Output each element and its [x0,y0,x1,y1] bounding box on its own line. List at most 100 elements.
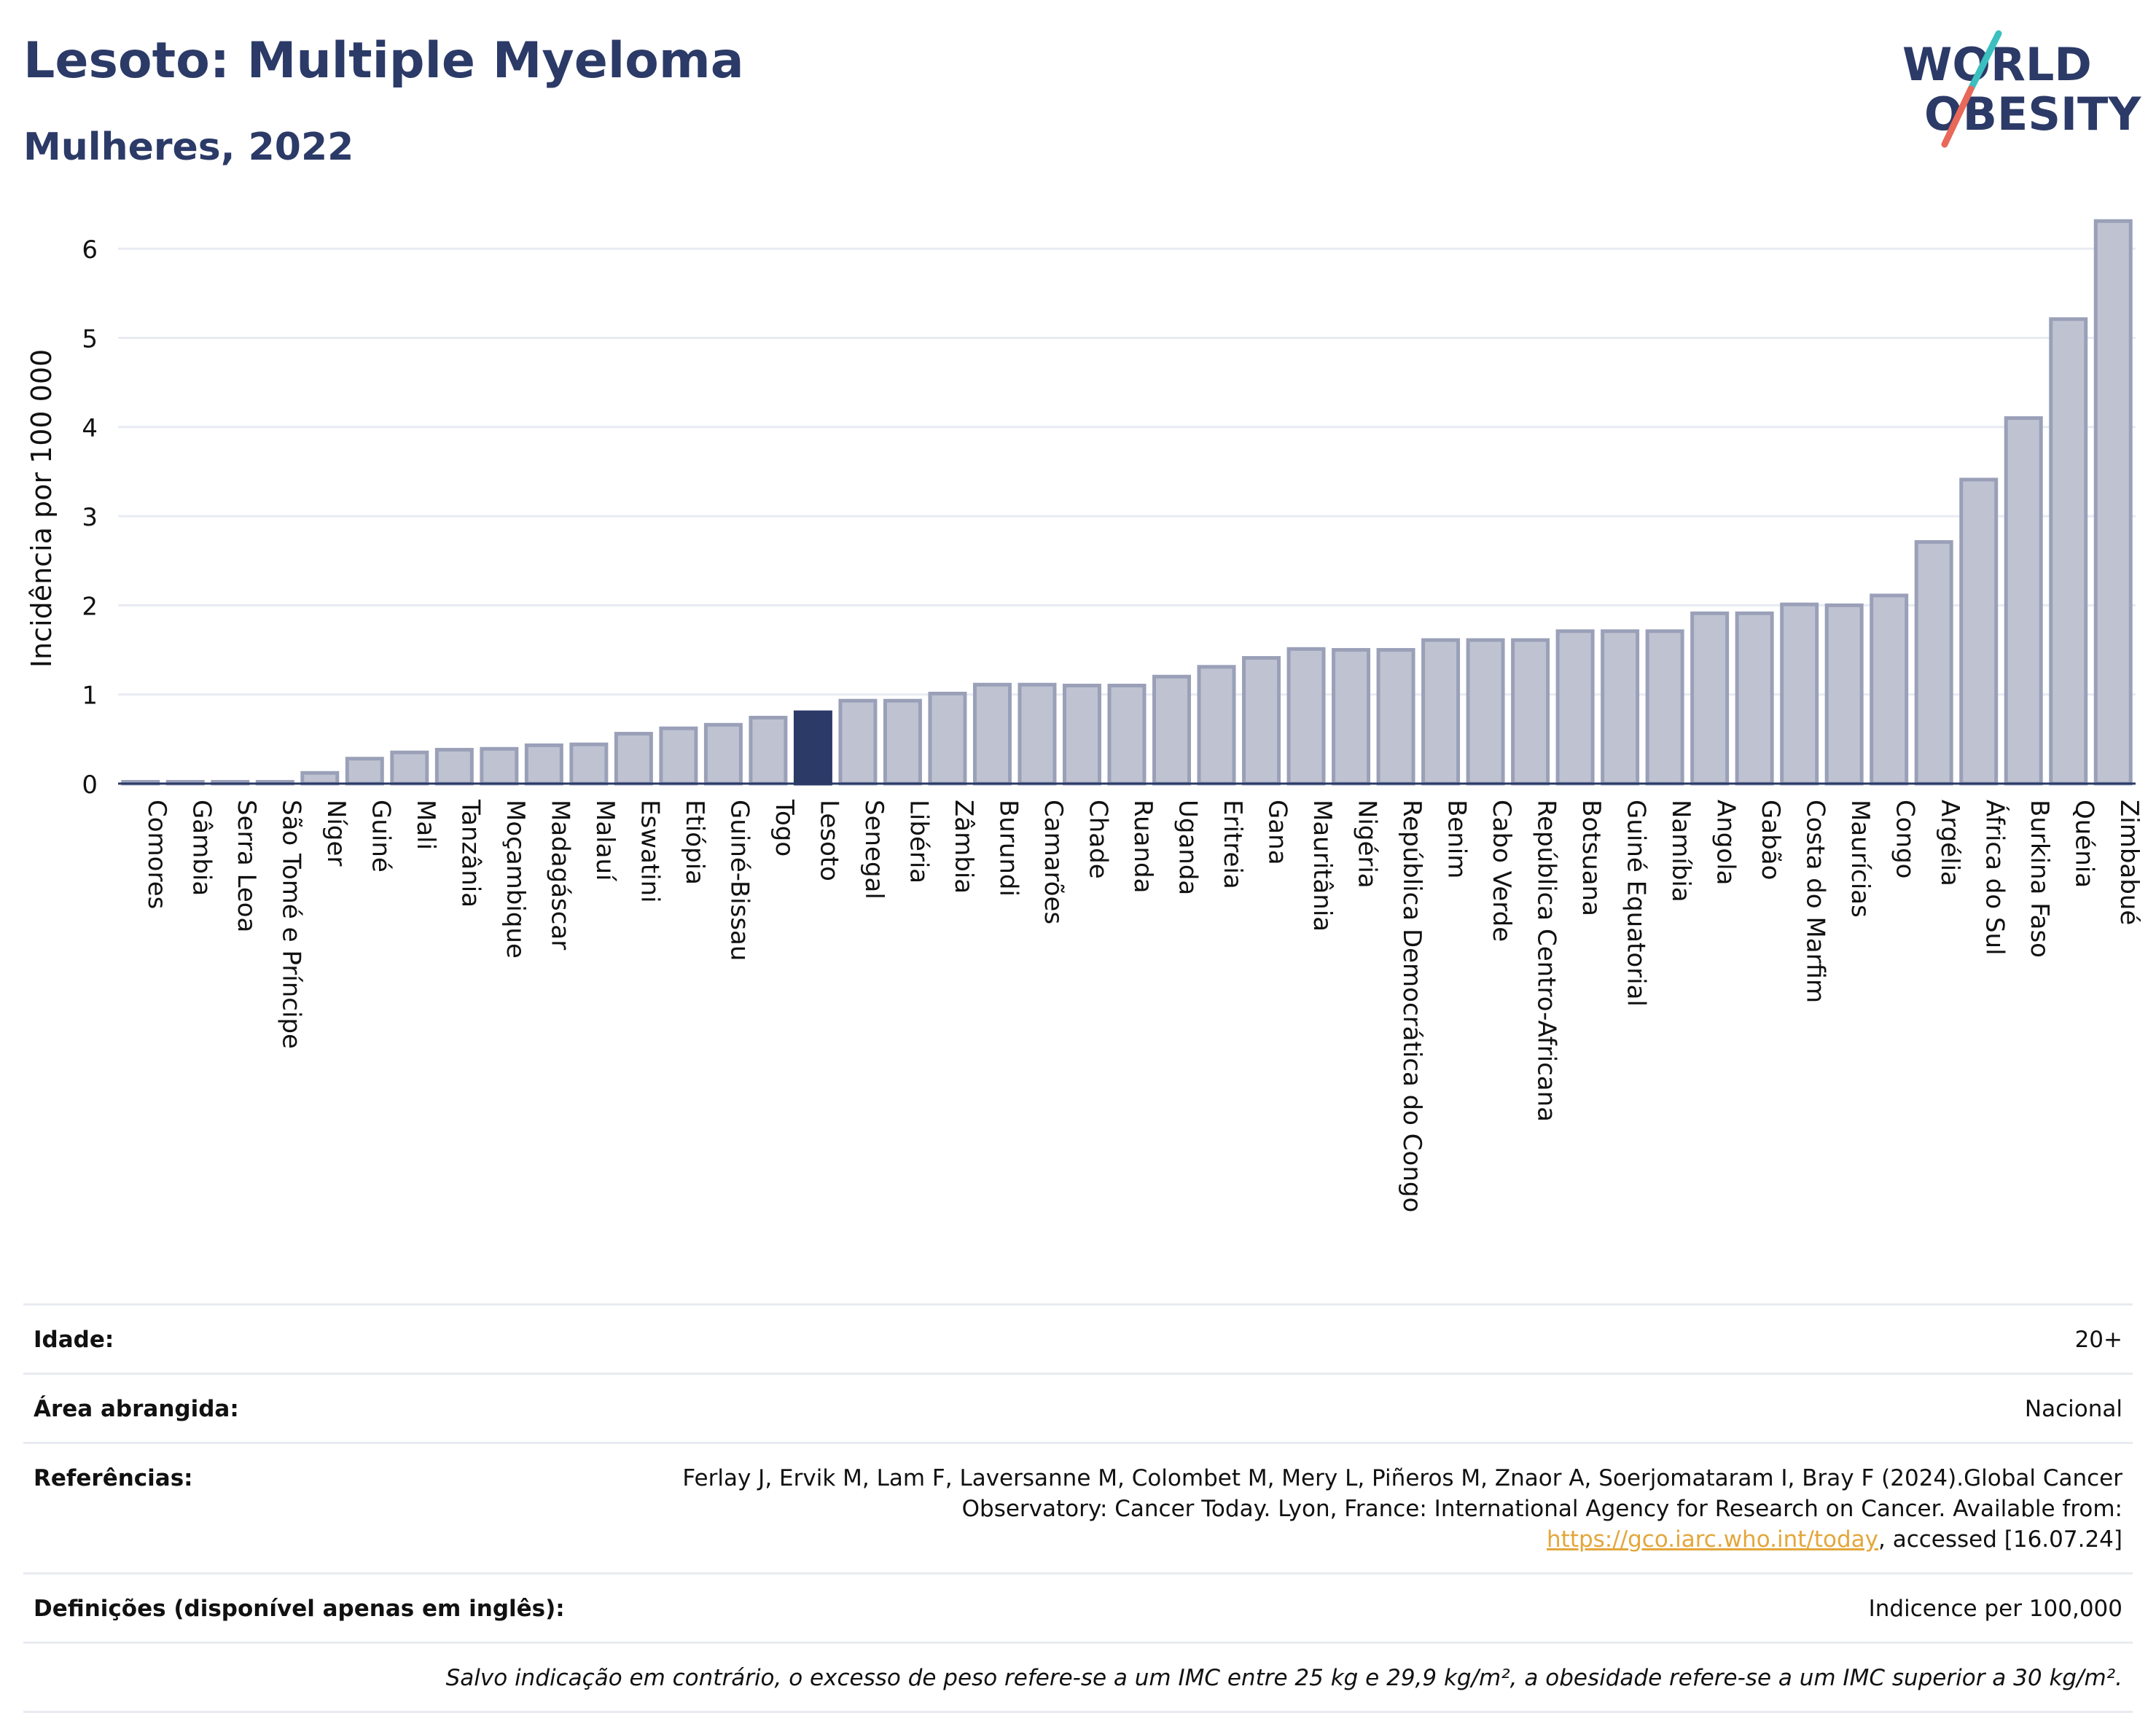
definitions-value: Indicence per 100,000 [1868,1596,2122,1622]
references-link[interactable]: https://gco.iarc.who.int/today [1547,1526,1878,1553]
x-tick-label: Serra Leoa [232,800,261,932]
x-tick-label: Madagáscar [545,800,574,950]
world-obesity-logo: WORLD OBESITY [1902,30,2141,148]
x-tick-label: Mauritânia [1308,800,1337,932]
bar [1870,593,1909,786]
x-tick-label: Argélia [1935,800,1964,886]
x-tick-label: Lesoto [814,800,843,881]
references-text: Ferlay J, Ervik M, Lam F, Laversanne M, … [682,1465,2122,1522]
bar [1735,611,1774,786]
x-tick-label: Namíbia [1666,800,1695,902]
y-tick-label: 1 [82,682,98,711]
bar [1555,629,1595,786]
bar [1286,647,1326,786]
bar [749,715,788,786]
bar [345,757,384,786]
bar [703,722,743,786]
x-tick-label: Cabo Verde [1487,800,1516,942]
y-axis-label: Incidência por 100 000 [26,349,58,668]
meta-row-area: Área abrangida: Nacional [23,1373,2133,1442]
meta-row-references: Referências: Ferlay J, Ervik M, Lam F, L… [23,1442,2133,1572]
references-label: Referências: [34,1465,193,1491]
bar [1332,648,1371,786]
meta-row-note: Salvo indicação em contrário, o excesso … [23,1642,2133,1713]
x-tick-label: Nigéria [1353,800,1382,889]
bar [1645,629,1684,786]
bar [1421,638,1461,786]
bar-chart: 0 1 2 3 4 5 6 Comores Gâmbia Serra Leoa São Tomé e… [26,219,2144,1212]
age-label: Idade: [34,1327,114,1353]
x-tick-label: Libéria [904,800,933,883]
bar [2049,317,2088,786]
x-tick-label: República Centro-Africana [1532,800,1561,1122]
y-tick-label: 4 [82,414,98,443]
y-tick-label: 6 [82,235,98,265]
x-tick-label: Chade [1083,800,1112,879]
x-tick-label: Guiné [366,800,395,873]
meta-row-age: Idade: 20+ [23,1303,2133,1373]
bar [614,732,653,786]
bar [1018,682,1057,786]
x-tick-label: Botsuana [1577,800,1606,916]
x-tick-label: Etiópia [680,800,709,885]
y-tick-label: 5 [82,324,98,354]
footnote: Salvo indicação em contrário, o excesso … [445,1665,2122,1691]
x-tick-label: Benim [1442,800,1472,878]
x-tick-label: São Tomé e Príncipe [276,800,305,1049]
x-tick-label: Angola [1711,800,1741,885]
x-tick-label: Camarões [1039,800,1068,924]
logo-slash-red [1941,85,1975,148]
age-value: 20+ [2074,1327,2122,1353]
page-title: Lesoto: Multiple Myeloma [23,32,744,90]
x-tick-label: África do Sul [1980,800,2010,956]
bar [390,750,429,786]
y-tick-label: 2 [82,592,98,621]
bar [1152,674,1192,786]
page-subtitle: Mulheres, 2022 [23,125,354,169]
bar [1466,638,1505,786]
bar [972,682,1012,786]
x-tick-label: Gana [1263,800,1292,865]
bar [1197,665,1236,786]
x-tick-label: Zâmbia [949,800,978,894]
bar [2093,219,2133,786]
x-tick-label: Níger [321,800,351,866]
area-value: Nacional [2024,1396,2122,1422]
bar [928,691,967,786]
x-tick-label: Tanzânia [456,799,485,908]
bar [659,726,698,786]
logo-line1: WORLD [1902,38,2092,91]
bar [480,746,519,786]
logo-slash-teal [1967,30,2002,93]
tick-labels: 0 1 2 3 4 5 6 Comores Gâmbia Serra Leoa São Tomé e… [82,235,2144,1212]
x-tick-label: Eswatini [635,800,664,903]
x-tick-label: Togo [770,799,799,856]
bar [883,698,922,786]
x-tick-label: Moçambique [501,800,530,959]
x-tick-label: Maurícias [1846,800,1875,918]
bar-highlight [793,710,832,786]
bar [1914,540,1953,786]
y-tick-label: 3 [82,503,98,532]
x-tick-label: Senegal [859,800,888,900]
bar [2004,416,2043,786]
x-tick-label: Zimbabué [2114,800,2144,925]
x-tick-label: Burundi [993,800,1023,897]
x-tick-label: Mali [411,800,440,850]
metadata-table: Idade: 20+ Área abrangida: Nacional Refe… [23,1303,2133,1713]
bar [1107,683,1147,786]
x-tick-label: Guiné-Bissau [724,800,754,961]
y-tick-label: 0 [82,770,98,800]
bar [838,698,878,786]
x-tick-label: Gabão [1756,800,1785,880]
bar [1242,656,1281,786]
area-label: Área abrangida: [34,1396,239,1422]
references-value: Ferlay J, Ervik M, Lam F, Laversanne M, … [665,1463,2122,1555]
x-tick-label: Ruanda [1128,800,1157,893]
bar [1780,602,1819,786]
bar [1959,477,1999,786]
x-tick-label: Quénia [2070,800,2099,888]
x-tick-label: República Democrática do Congo [1397,800,1426,1212]
bar [1511,638,1550,786]
meta-row-definitions: Definições (disponível apenas em inglês)… [23,1572,2133,1642]
